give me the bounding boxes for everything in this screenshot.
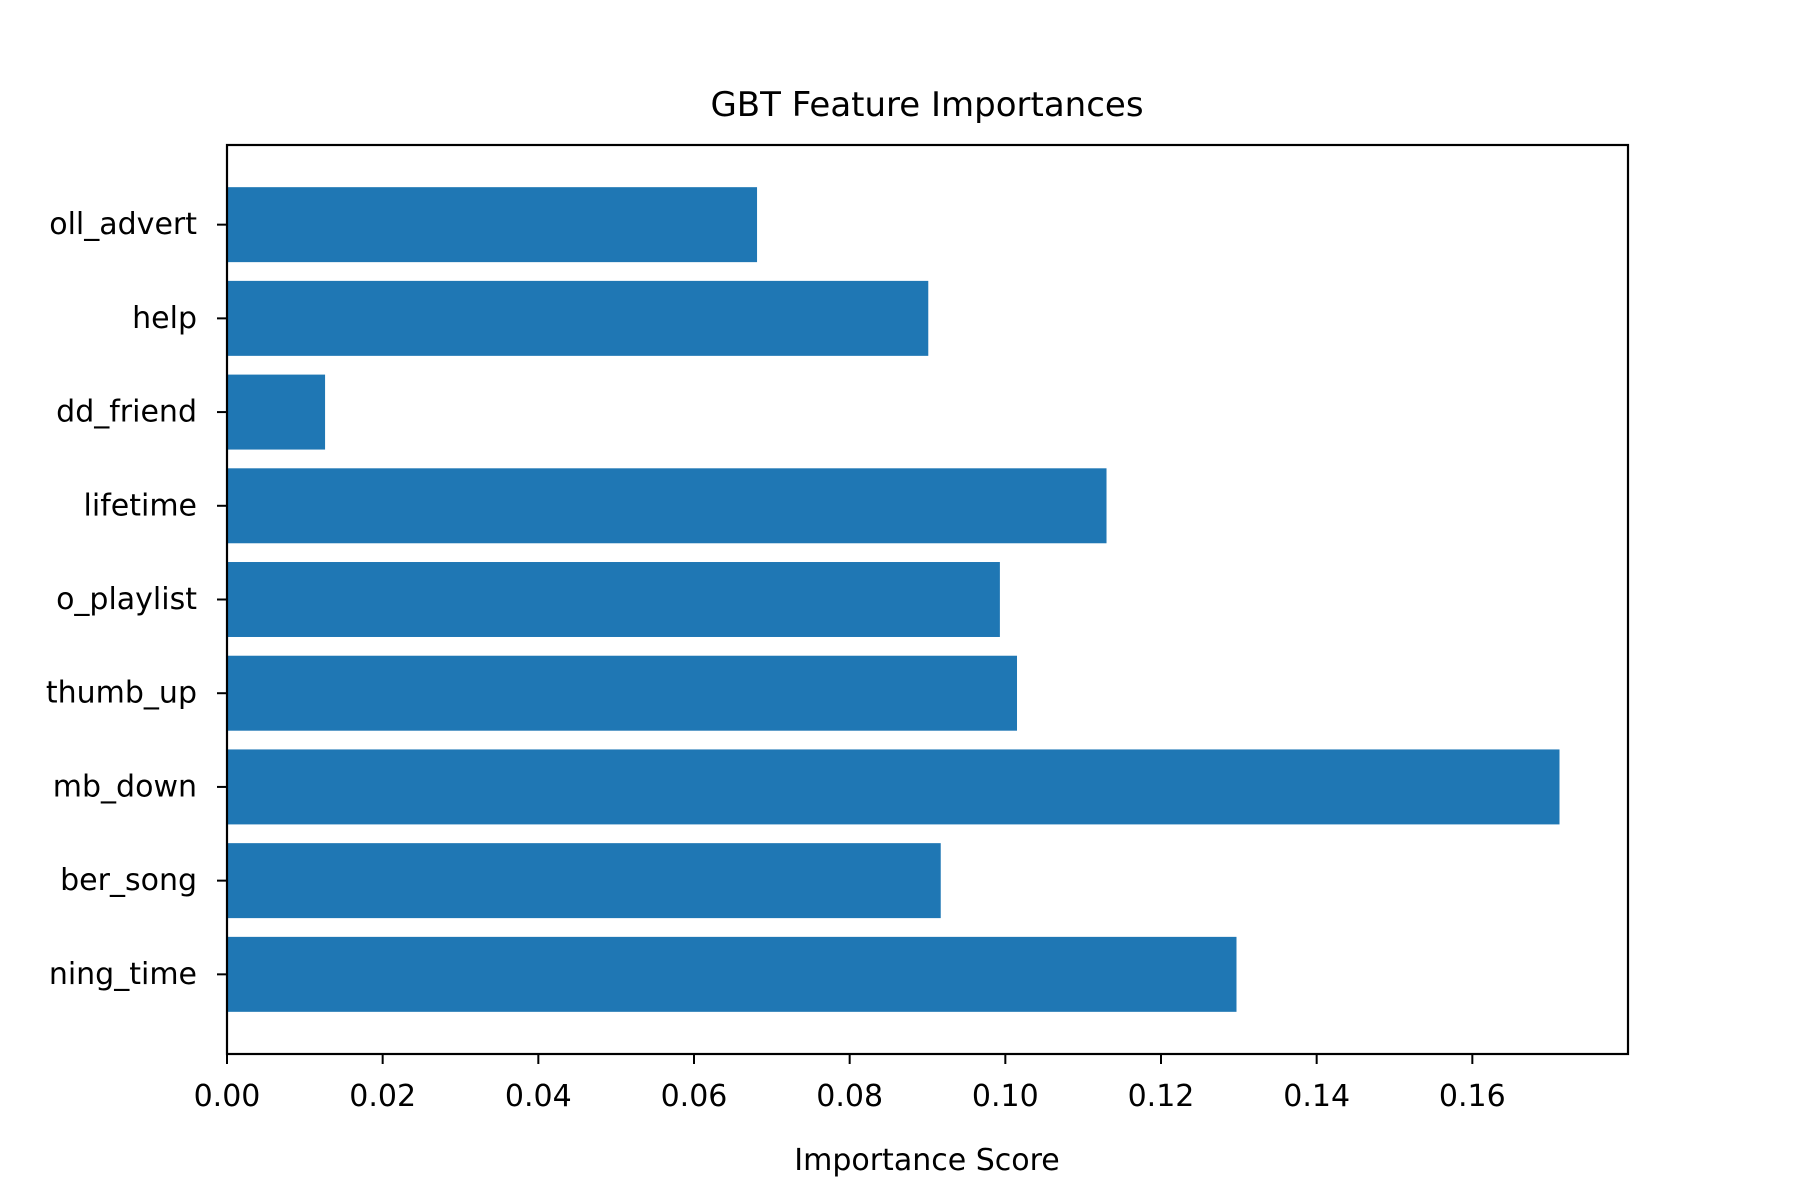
- bar-ber-song: [227, 843, 941, 919]
- x-tick-label: 0.12: [1128, 1079, 1195, 1114]
- bar-o-playlist: [227, 562, 1000, 637]
- bar-dd-friend: [227, 374, 326, 450]
- x-tick-label: 0.08: [816, 1079, 883, 1114]
- y-tick-label: dd_friend: [56, 395, 197, 430]
- y-tick-label: help: [132, 301, 197, 336]
- x-tick-label: 0.14: [1283, 1079, 1350, 1114]
- y-tick-label: oll_advert: [49, 207, 197, 242]
- x-tick-label: 0.10: [972, 1079, 1039, 1114]
- bars-layer: [227, 187, 1560, 1012]
- x-tick-label: 0.02: [349, 1079, 416, 1114]
- x-tick-label: 0.04: [505, 1079, 572, 1114]
- x-tick-label: 0.06: [661, 1079, 728, 1114]
- x-tick-label: 0.00: [194, 1079, 261, 1114]
- y-tick-label: thumb_up: [46, 676, 197, 711]
- x-axis-label: Importance Score: [794, 1143, 1059, 1178]
- y-tick-label: ning_time: [49, 957, 197, 992]
- bar-lifetime: [227, 468, 1107, 544]
- bar-thumb-up: [227, 655, 1018, 731]
- bar-ning-time: [227, 936, 1237, 1012]
- chart-title: GBT Feature Importances: [710, 85, 1143, 125]
- y-tick-label: lifetime: [84, 488, 197, 523]
- x-axis: 0.00 0.02 0.04 0.06 0.08 0.10 0.12 0.14 0.16: [194, 1054, 1506, 1114]
- bar-mb-down: [227, 749, 1560, 825]
- y-tick-label: ber_song: [60, 863, 197, 898]
- y-tick-label: mb_down: [53, 769, 197, 804]
- bar-help: [227, 280, 929, 356]
- y-tick-label: o_playlist: [56, 582, 197, 617]
- x-tick-label: 0.16: [1439, 1079, 1506, 1114]
- bar-oll-advert: [227, 187, 758, 263]
- plot-frame: [225, 143, 1630, 1056]
